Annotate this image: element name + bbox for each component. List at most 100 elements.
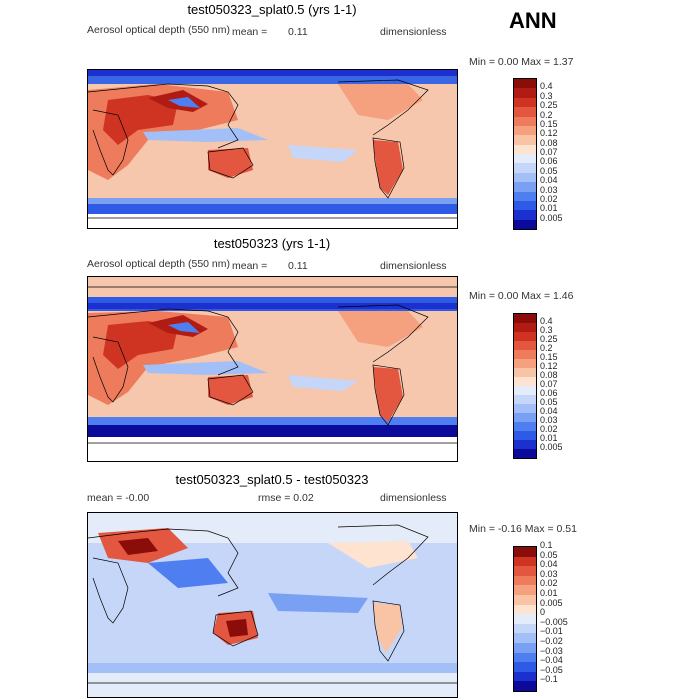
colorbar-tick-label: 0.25 (540, 100, 558, 111)
indian-negative (148, 558, 228, 588)
colorbar-tick-label: −0.01 (540, 626, 563, 637)
colorbar-swatch (514, 210, 536, 220)
colorbar-swatch (514, 642, 536, 653)
north-america-aerosol (338, 84, 423, 120)
colorbar-swatch (514, 431, 536, 440)
colorbar-tick-label: 0.3 (540, 90, 553, 101)
panel3-rmse: rmse = 0.02 (258, 492, 314, 504)
panel1-minmax: Min = 0.00 Max = 1.37 (469, 56, 574, 68)
colorbar-swatch (514, 604, 536, 615)
colorbar-tick-label: 0.005 (540, 442, 563, 452)
colorbar-swatch (514, 386, 536, 395)
eurasia-coast (88, 528, 239, 597)
colorbar-tick-label: 0.06 (540, 388, 558, 398)
panel3-colorbar-swatches (514, 547, 536, 691)
south-america-coast (372, 364, 405, 426)
colorbar-tick-label: 0.4 (540, 81, 553, 92)
colorbar-swatch (514, 350, 536, 359)
panel1-map-svg (88, 70, 457, 228)
panel2-units: dimensionless (380, 260, 447, 272)
panel2-colorbar-swatches (514, 314, 536, 458)
arctic-band-inner (88, 70, 457, 76)
colorbar-tick-label: 0.04 (540, 406, 558, 416)
colorbar-tick-label: −0.02 (540, 636, 563, 646)
north-america-coast (337, 79, 429, 136)
panel1-title: test050323_splat0.5 (yrs 1-1) (187, 2, 357, 17)
colorbar-swatch (514, 449, 536, 458)
colorbar-swatch (514, 614, 536, 624)
pacific-negative (268, 593, 368, 613)
panel2-mean-label: mean = (232, 260, 268, 272)
tibet-low (168, 97, 200, 108)
colorbar-tick-label: 0.25 (540, 334, 558, 344)
colorbar-swatch (514, 662, 536, 672)
colorbar-swatch (514, 633, 536, 643)
colorbar-swatch (514, 116, 536, 126)
panel1-mean-label: mean = (232, 26, 268, 38)
colorbar-swatch (514, 154, 536, 164)
colorbar-tick-label: −0.03 (540, 645, 563, 656)
colorbar-tick-label: 0 (540, 607, 546, 618)
colorbar-swatch (514, 323, 536, 332)
colorbar-tick-label: 0.04 (540, 175, 558, 186)
colorbar-tick-label: 0.01 (540, 588, 558, 598)
colorbar-swatch (514, 585, 536, 595)
colorbar-swatch (514, 652, 536, 663)
colorbar-tick-label: 0.01 (540, 203, 558, 214)
colorbar-swatch (514, 575, 536, 586)
pacific-low (288, 145, 358, 162)
north-america-coast (337, 524, 429, 586)
colorbar-swatch (514, 200, 536, 211)
australia-coast (207, 147, 254, 179)
antarctica-region (88, 437, 457, 461)
panel3-colorbar (513, 546, 537, 692)
sahara-dust-plume (103, 95, 178, 145)
north-america-aerosol (338, 311, 423, 347)
colorbar-tick-label: 0.12 (540, 361, 558, 371)
colorbar-tick-label: 0.1 (540, 540, 553, 550)
colorbar-tick-label: 0.05 (540, 165, 558, 176)
colorbar-swatch (514, 88, 536, 98)
colorbar-tick-label: 0.03 (540, 415, 558, 425)
panel2-title: test050323 (yrs 1-1) (213, 236, 331, 251)
colorbar-swatch (514, 377, 536, 386)
colorbar-tick-label: −0.005 (540, 616, 568, 627)
colorbar-tick-label: 0.06 (540, 156, 558, 167)
panel2-mean-value: 0.11 (288, 260, 308, 272)
colorbar-swatch (514, 623, 536, 634)
colorbar-swatch (514, 79, 536, 89)
panel2-map (87, 276, 458, 462)
colorbar-tick-label: 0.05 (540, 549, 558, 560)
colorbar-tick-label: 0.12 (540, 128, 558, 139)
colorbar-swatch (514, 182, 536, 192)
colorbar-swatch (514, 107, 536, 117)
panel1-map (87, 69, 458, 229)
colorbar-tick-label: 0.3 (540, 325, 553, 335)
south-america-coast (372, 137, 405, 199)
southern-ocean-band-inner (88, 425, 457, 437)
colorbar-swatch (514, 681, 536, 691)
colorbar-tick-label: −0.04 (540, 655, 563, 666)
colorbar-swatch (514, 314, 536, 323)
colorbar-swatch (514, 547, 536, 557)
australia-aerosol (208, 148, 253, 178)
colorbar-tick-label: 0.2 (540, 109, 553, 120)
colorbar-swatch (514, 566, 536, 576)
australia-aerosol (208, 375, 253, 405)
colorbar-tick-label: 0.02 (540, 193, 558, 204)
colorbar-tick-label: 0.2 (540, 343, 553, 353)
colorbar-swatch (514, 440, 536, 449)
colorbar-swatch (514, 219, 536, 229)
south-america-coast (372, 600, 405, 662)
colorbar-tick-label: 0.07 (540, 147, 558, 157)
colorbar-tick-label: 0.07 (540, 379, 558, 389)
coastlines (88, 79, 457, 219)
colorbar-swatch (514, 359, 536, 368)
colorbar-swatch (514, 671, 536, 682)
panel3-title: test050323_splat0.5 - test050323 (175, 472, 369, 487)
panel3-mean: mean = -0.00 (87, 492, 150, 504)
colorbar-tick-label: 0.03 (540, 184, 558, 195)
colorbar-swatch (514, 125, 536, 136)
colorbar-swatch (514, 172, 536, 183)
panel2-colorbar (513, 313, 537, 459)
